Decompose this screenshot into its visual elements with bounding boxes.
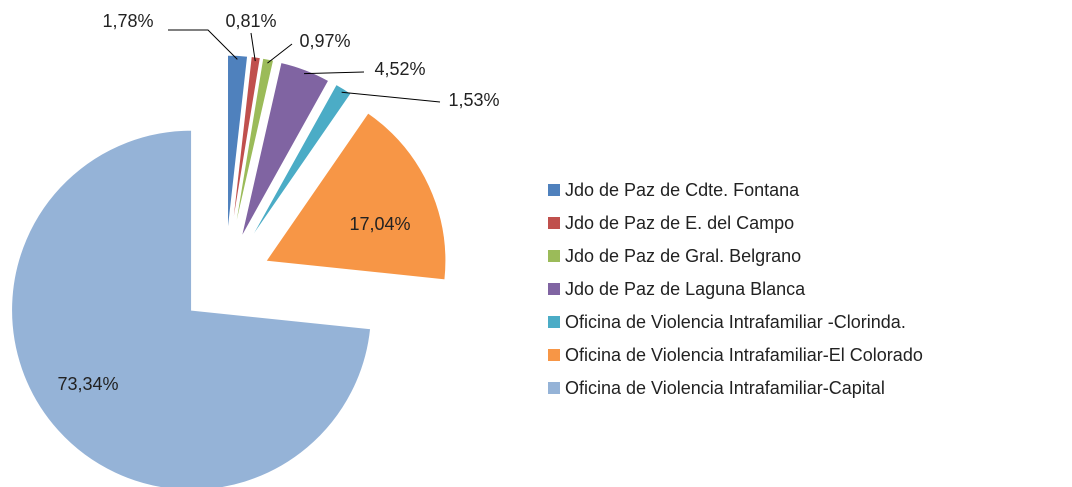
- leader-line: [341, 91, 441, 103]
- pie-slice: [227, 54, 249, 236]
- leader-line: [304, 71, 365, 75]
- pie-slice: [264, 112, 447, 281]
- legend-swatch: [548, 349, 560, 361]
- data-label: 0,81%: [225, 11, 276, 31]
- legend-label: Jdo de Paz de Cdte. Fontana: [565, 180, 800, 200]
- leader-line: [267, 43, 293, 64]
- pie-slice: [233, 57, 275, 236]
- data-label: 1,78%: [102, 11, 153, 31]
- legend-label: Jdo de Paz de E. del Campo: [565, 213, 794, 233]
- legend-label: Jdo de Paz de Laguna Blanca: [565, 279, 806, 299]
- legend-swatch: [548, 184, 560, 196]
- leader-line: [168, 29, 238, 60]
- legend-label: Oficina de Violencia Intrafamiliar-El Co…: [565, 345, 923, 365]
- legend-swatch: [548, 316, 560, 328]
- legend-swatch: [548, 283, 560, 295]
- leader-line: [250, 32, 256, 62]
- data-label: 1,53%: [448, 90, 499, 110]
- legend-swatch: [548, 382, 560, 394]
- legend-label: Oficina de Violencia Intrafamiliar-Capit…: [565, 378, 885, 398]
- legend-swatch: [548, 217, 560, 229]
- legend-label: Oficina de Violencia Intrafamiliar -Clor…: [565, 312, 906, 332]
- pie-slice: [230, 55, 261, 236]
- pie-slice: [240, 61, 330, 239]
- data-label: 0,97%: [299, 31, 350, 51]
- data-label: 73,34%: [57, 374, 118, 394]
- data-label: 17,04%: [349, 214, 410, 234]
- legend-label: Jdo de Paz de Gral. Belgrano: [565, 246, 801, 266]
- data-label: 4,52%: [374, 59, 425, 79]
- pie-slice: [11, 129, 372, 487]
- legend-swatch: [548, 250, 560, 262]
